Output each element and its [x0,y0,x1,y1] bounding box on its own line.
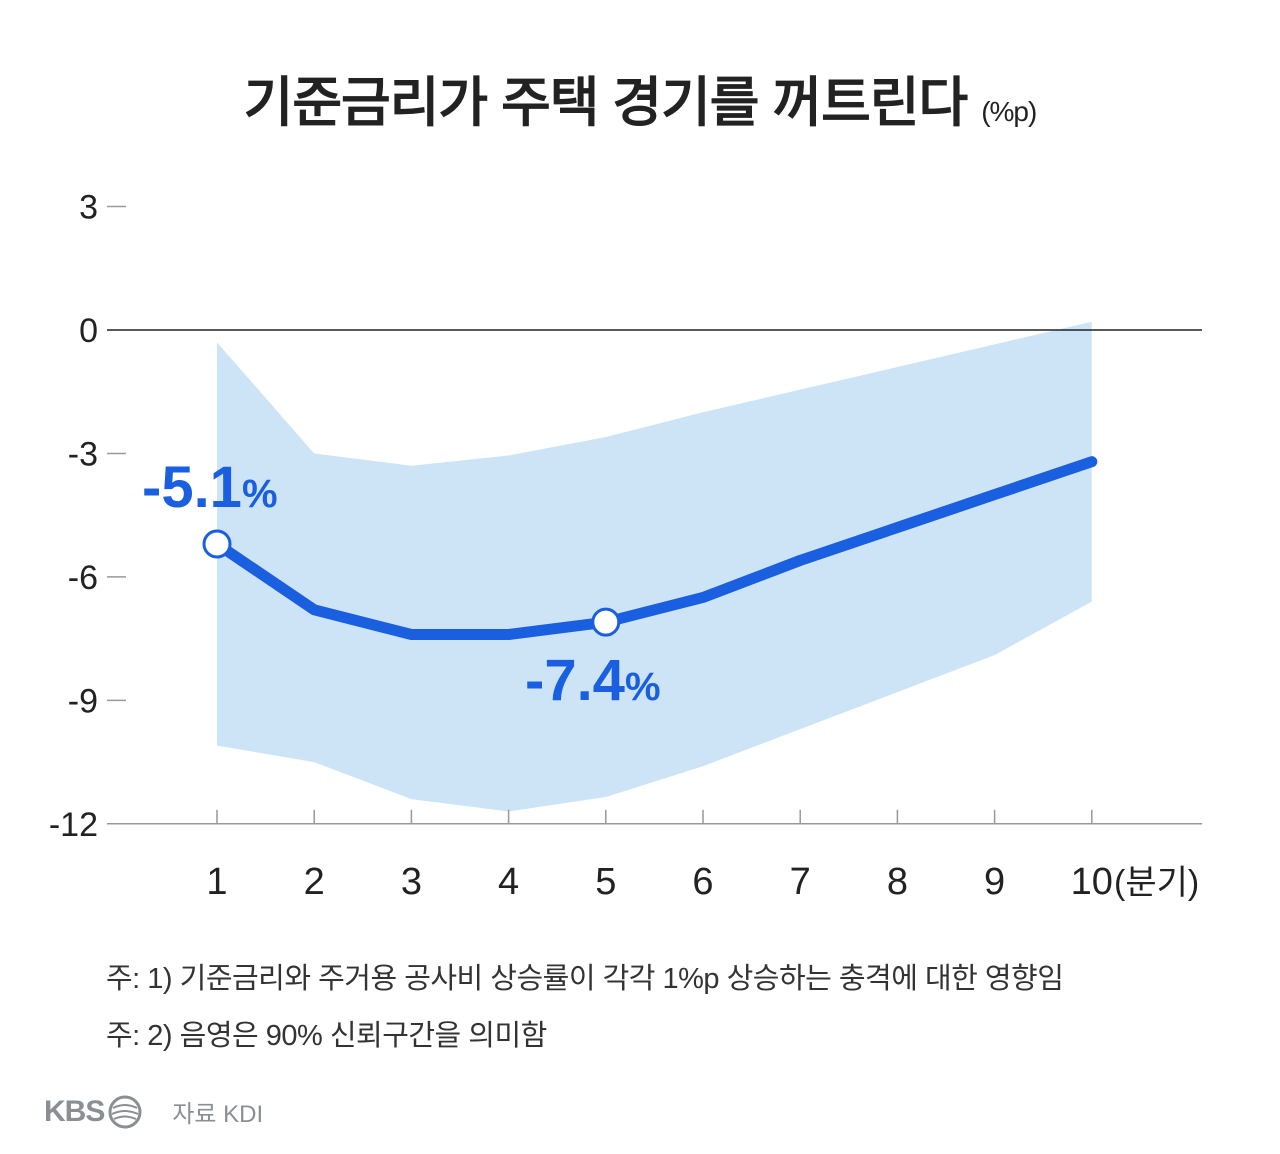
x-tick-label: 1 [206,861,227,903]
y-tick-label: -6 [68,559,98,597]
x-axis-label: (분기) [1114,864,1199,902]
x-tick-label: 3 [401,861,422,903]
data-label-unit: % [242,472,278,516]
x-tick-label: 4 [498,861,519,903]
x-tick-label: 2 [304,861,325,903]
note-1: 주: 1) 기준금리와 주거용 공사비 상승률이 각각 1%p 상승하는 충격에… [106,963,1064,995]
title-text: 기준금리가 주택 경기를 꺼트린다 [243,73,969,133]
data-point-marker [202,529,232,559]
source-label: 자료 KDI [172,1101,264,1128]
kbs-logo: KBS [44,1094,105,1128]
x-tick-label: 8 [887,861,908,903]
y-tick-label: -9 [68,682,98,720]
note-2: 주: 2) 음영은 90% 신뢰구간을 의미함 [106,1020,547,1052]
confidence-band [217,321,1092,812]
kbs-logo-icon [108,1095,142,1128]
y-tick-label: -3 [68,435,98,473]
x-tick-label: 9 [984,861,1005,903]
y-tick-label: 0 [79,312,98,350]
x-tick-label: 6 [692,861,713,903]
data-point-marker [591,607,621,637]
x-tick-label: 5 [595,861,616,903]
unit-label: (%p) [981,96,1037,127]
y-tick-label: -12 [49,806,98,844]
y-tick-label: 3 [79,189,98,227]
chart: 30-3-6-9-121 2 3 4 5 6 7 8 9 10 (분기)-5.1%-7.4% [49,189,1202,903]
x-tick-label: 10 [1071,861,1113,903]
data-label-unit: % [625,665,661,709]
footer: KBS 자료 KDI [44,1094,263,1129]
x-tick-label: 7 [790,861,811,903]
chart-title: 기준금리가 주택 경기를 꺼트린다 (%p) [0,58,1280,137]
series-line [211,456,1098,641]
